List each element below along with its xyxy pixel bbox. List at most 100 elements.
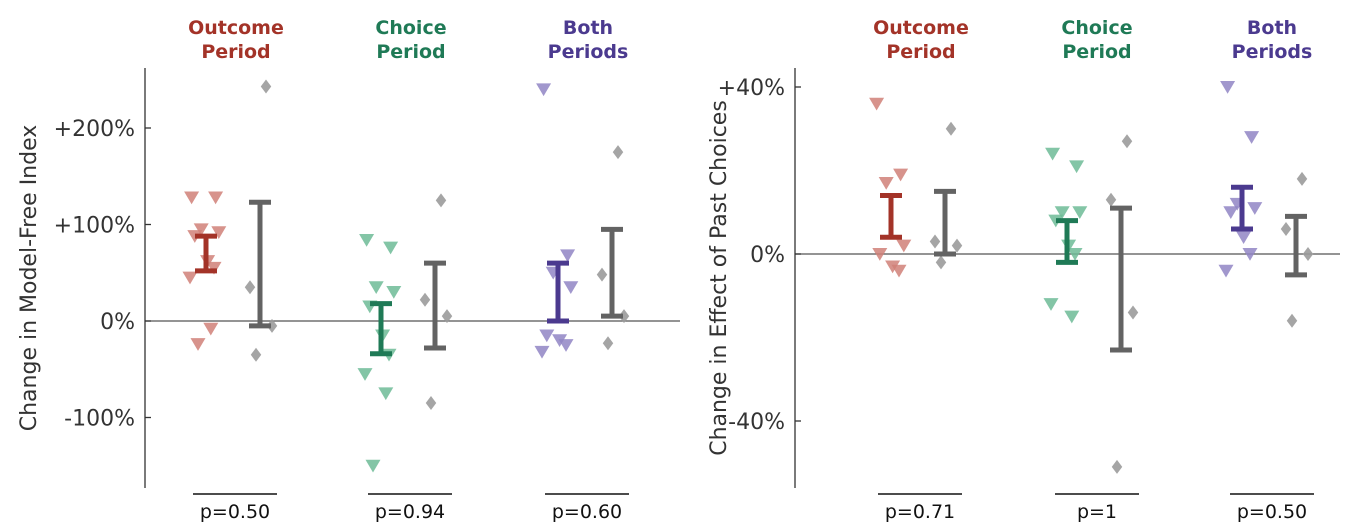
control-point (441, 309, 453, 324)
y-tick-label: +40% (718, 76, 785, 101)
inhibited-error-bar (370, 301, 392, 357)
control-point (250, 347, 262, 362)
inhibited-point (885, 260, 901, 274)
control-error-bar (1285, 213, 1307, 278)
control-error-bar (249, 199, 271, 329)
inhibited-error-bar (880, 193, 902, 240)
inhibited-point (536, 83, 552, 97)
inhibited-point (1064, 310, 1080, 324)
control-point (1302, 247, 1314, 261)
inhibited-point (1220, 81, 1236, 94)
inhibited-error-bar (1056, 218, 1078, 265)
y-tick-label: 0% (750, 243, 785, 268)
group-both: Both Periods p=0.50 (1218, 17, 1314, 523)
inhibited-point (359, 233, 375, 247)
inhibited-point (383, 241, 399, 255)
control-error-bar (1110, 205, 1132, 353)
inhibited-point (357, 368, 373, 381)
control-point (1127, 305, 1139, 320)
inhibited-point (1054, 206, 1070, 219)
inhibited-error-bar (1231, 184, 1253, 232)
y-tick-label: -100% (64, 407, 135, 432)
inhibited-error-bar (547, 260, 569, 324)
inhibited-point (203, 322, 219, 336)
panel-2: +40% 0% -40%Change in Effect of Past Choic… (707, 17, 1340, 523)
inhibited-point (368, 281, 384, 294)
inhibited-point (1236, 231, 1252, 245)
inhibited-point (365, 459, 381, 473)
y-axis-label: Change in Model-Free Index (17, 125, 42, 432)
condition-label: Outcome Period (873, 17, 969, 63)
control-point (1296, 171, 1308, 186)
inhibited-point (558, 339, 574, 352)
condition-label: Choice Period (1061, 17, 1132, 63)
y-tick-label: +200% (54, 117, 135, 142)
inhibited-point (211, 226, 227, 239)
p-value-label: p=0.50 (1237, 501, 1307, 523)
inhibited-point (208, 191, 224, 205)
inhibited-point (1067, 248, 1083, 261)
panel-1: +200% +100% 0% -100% Change in Model-Free In… (17, 17, 680, 523)
condition-label: Choice Period (375, 17, 446, 63)
inhibited-point (1247, 202, 1263, 215)
control-point (929, 234, 941, 249)
inhibited-point (1043, 298, 1059, 311)
inhibited-point (190, 338, 206, 351)
y-tick-label: +100% (54, 214, 135, 239)
inhibited-point (1218, 264, 1234, 278)
group-choice: Choice Period p=1 (1043, 17, 1139, 523)
control-point (945, 121, 957, 136)
control-point (425, 396, 437, 411)
condition-label: Outcome Period (188, 17, 284, 63)
inhibited-point (1069, 160, 1085, 174)
inhibited-error-bar (195, 233, 217, 274)
inhibited-point (891, 264, 907, 278)
control-point (1105, 192, 1117, 207)
inhibited-point (896, 239, 912, 253)
inhibited-point (1072, 206, 1088, 219)
y-axis-label: Change in Effect of Past Choices (707, 100, 732, 456)
inhibited-point (206, 261, 222, 275)
control-error-bar (424, 260, 446, 351)
condition-label: Both Periods (548, 17, 629, 63)
y-tick-label: -40% (728, 410, 785, 435)
control-point (596, 267, 608, 282)
inhibited-point (1048, 214, 1064, 228)
control-point (612, 145, 624, 160)
inhibited-point (893, 168, 909, 182)
group-both: Both Periods p=0.60 (534, 17, 630, 523)
inhibited-point (182, 271, 198, 285)
inhibited-point (878, 177, 894, 190)
inhibited-point (386, 286, 402, 299)
control-point (244, 280, 256, 295)
inhibited-point (563, 281, 579, 294)
condition-label: Both Periods (1232, 17, 1313, 63)
p-value-label: p=0.71 (885, 501, 955, 523)
inhibited-point (534, 345, 550, 359)
inhibited-point (539, 329, 555, 343)
control-point (266, 318, 278, 333)
control-point (1280, 221, 1292, 236)
inhibited-point (187, 230, 203, 243)
p-value-label: p=0.60 (552, 501, 622, 523)
control-point (935, 255, 947, 270)
control-error-bar (934, 188, 956, 257)
y-tick-label: 0% (100, 310, 135, 335)
inhibited-point (872, 248, 888, 261)
inhibited-point (378, 387, 394, 401)
control-error-bar (601, 226, 623, 319)
inhibited-point (184, 191, 200, 205)
control-point (951, 238, 963, 253)
group-outcome: Outcome Period p=0.71 (869, 17, 969, 523)
control-point (618, 309, 630, 324)
p-value-label: p=0.94 (375, 501, 445, 523)
p-value-label: p=1 (1077, 501, 1117, 523)
control-point (419, 292, 431, 307)
p-value-label: p=0.50 (200, 501, 270, 523)
inhibited-point (869, 97, 885, 111)
inhibited-point (1242, 248, 1258, 261)
control-point (1121, 134, 1133, 149)
control-point (1286, 313, 1298, 328)
control-point (435, 193, 447, 208)
